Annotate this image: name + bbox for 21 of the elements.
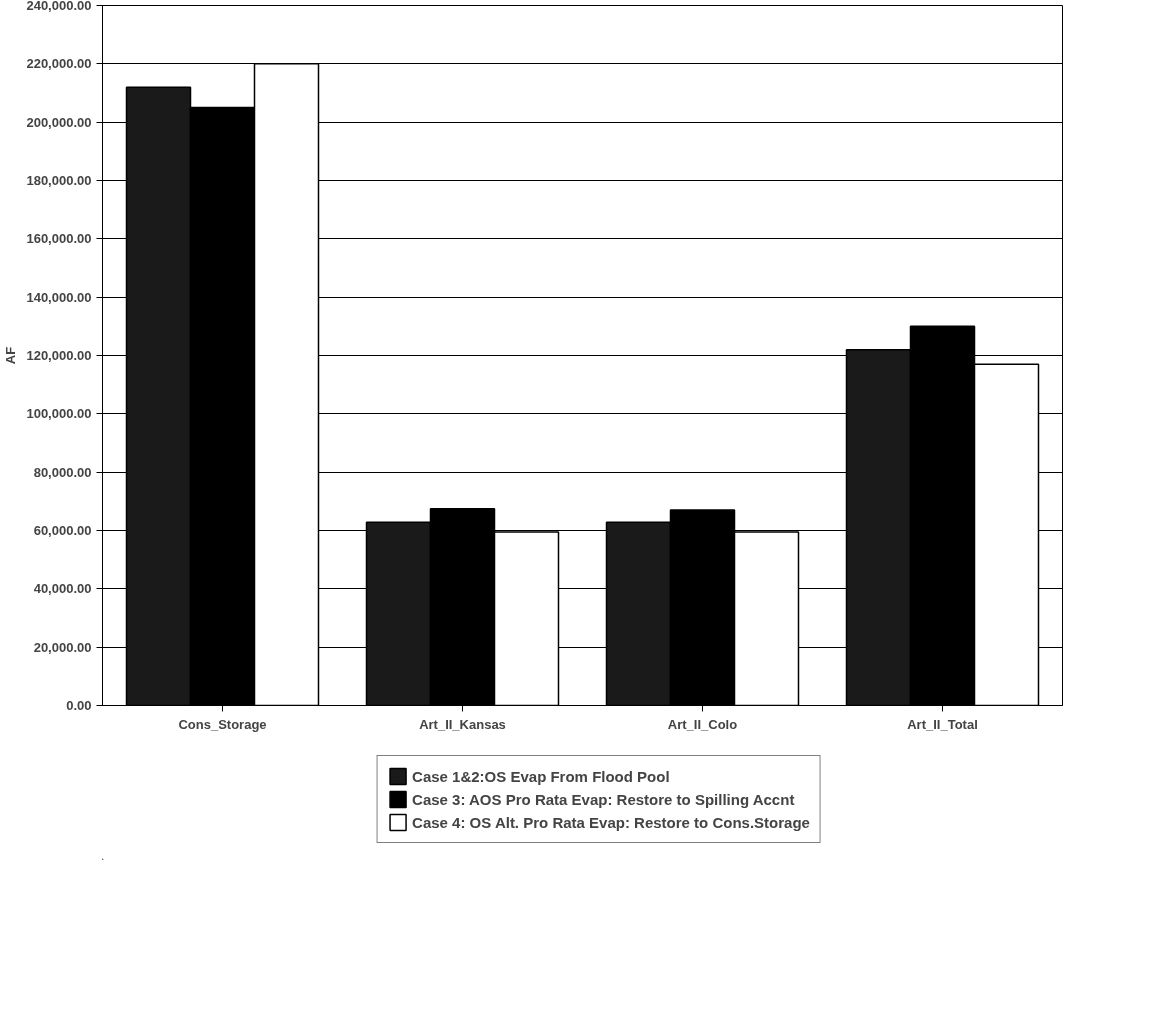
y-tick-label: 120,000.00 — [26, 348, 92, 363]
x-tick-label: Art_II_Colo — [667, 716, 738, 732]
y-tick-label: 160,000.00 — [26, 231, 92, 247]
y-axis-title: AF — [3, 346, 19, 365]
legend-label: Case 1&2:OS Evap From Flood Pool — [412, 767, 670, 785]
y-tick-label: 20,000.00 — [33, 639, 92, 655]
y-tick-label: 40,000.00 — [33, 581, 92, 597]
y-tick-label: 140,000.00 — [26, 289, 92, 305]
y-tick-label: 100,000.00 — [26, 406, 92, 422]
x-tick-label: Cons_Storage — [178, 716, 267, 732]
y-tick-label: 180,000.00 — [26, 173, 92, 188]
y-tick-label: 220,000.00 — [26, 56, 92, 72]
y-tick-label: 240,000.00 — [26, 0, 92, 13]
y-tick-label: 60,000.00 — [33, 523, 92, 538]
x-tick-label: Art_II_Total — [907, 716, 978, 732]
y-tick-label: 200,000.00 — [26, 114, 92, 130]
x-tick-label: Art_II_Kansas — [419, 716, 506, 732]
y-tick-label: 80,000.00 — [33, 464, 92, 480]
legend-label: Case 4: OS Alt. Pro Rata Evap: Restore to Cons.Storage — [412, 813, 810, 831]
legend-label: Case 3: AOS Pro Rata Evap: Restore to Spilling Accnt — [412, 790, 795, 808]
y-tick-label: 0.00 — [66, 698, 92, 713]
